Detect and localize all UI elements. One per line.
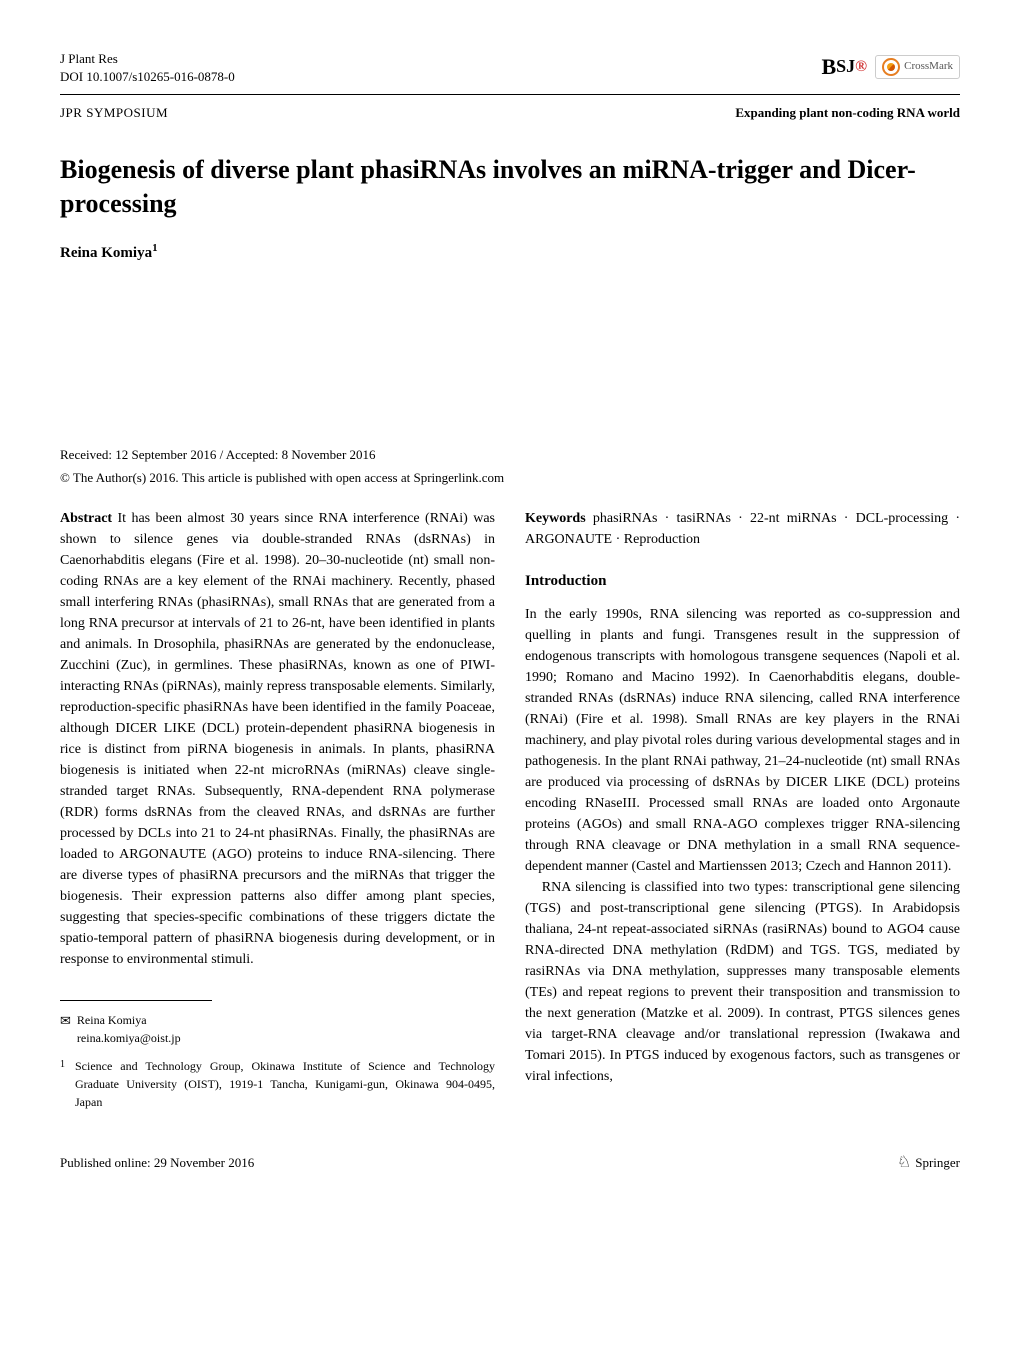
two-column-body: Abstract It has been almost 30 years sin… <box>60 508 960 1111</box>
header-divider <box>60 94 960 95</box>
header-row: J Plant Res DOI 10.1007/s10265-016-0878-… <box>60 50 960 86</box>
keywords-text: phasiRNAs · tasiRNAs · 22-nt miRNAs · DC… <box>525 511 960 547</box>
correspondence-name: Reina Komiya <box>77 1011 181 1029</box>
author: Reina Komiya1 <box>60 240 960 265</box>
keywords: Keywords phasiRNAs · tasiRNAs · 22-nt mi… <box>525 508 960 550</box>
dates: Received: 12 September 2016 / Accepted: … <box>60 445 960 465</box>
bsj-r: ® <box>855 55 867 79</box>
author-name: Reina Komiya <box>60 245 152 261</box>
category-right: Expanding plant non-coding RNA world <box>735 103 960 123</box>
keywords-label: Keywords <box>525 511 586 526</box>
bsj-sj: SJ <box>836 53 855 80</box>
crossmark-label: CrossMark <box>904 58 953 75</box>
left-column: Abstract It has been almost 30 years sin… <box>60 508 495 1111</box>
abstract-paragraph: Abstract It has been almost 30 years sin… <box>60 508 495 970</box>
correspondence-email: reina.komiya@oist.jp <box>77 1029 181 1047</box>
springer-icon: ♘ <box>897 1151 911 1175</box>
copyright: © The Author(s) 2016. This article is pu… <box>60 468 960 488</box>
introduction-p1: In the early 1990s, RNA silencing was re… <box>525 604 960 877</box>
footer-row: Published online: 29 November 2016 ♘ Spr… <box>60 1151 960 1175</box>
springer-logo: ♘ Springer <box>897 1151 960 1175</box>
journal-info: J Plant Res DOI 10.1007/s10265-016-0878-… <box>60 50 235 86</box>
correspondence-block: Reina Komiya reina.komiya@oist.jp <box>77 1011 181 1047</box>
author-sup: 1 <box>152 242 158 254</box>
crossmark-badge[interactable]: CrossMark <box>875 55 960 79</box>
right-column: Keywords phasiRNAs · tasiRNAs · 22-nt mi… <box>525 508 960 1111</box>
journal-name: J Plant Res <box>60 50 235 68</box>
category-left: JPR SYMPOSIUM <box>60 103 168 123</box>
publisher-name: Springer <box>915 1153 960 1173</box>
bsj-badge: BSJ® <box>821 50 867 83</box>
published-online: Published online: 29 November 2016 <box>60 1153 254 1173</box>
bsj-b: B <box>821 50 836 83</box>
abstract-label: Abstract <box>60 511 112 526</box>
affiliation-num: 1 <box>60 1057 65 1111</box>
affiliation: 1 Science and Technology Group, Okinawa … <box>60 1057 495 1111</box>
envelope-icon: ✉ <box>60 1011 71 1047</box>
footnote-divider <box>60 1000 212 1001</box>
abstract-text: It has been almost 30 years since RNA in… <box>60 511 495 967</box>
crossmark-icon <box>882 58 900 76</box>
affiliation-text: Science and Technology Group, Okinawa In… <box>75 1057 495 1111</box>
introduction-heading: Introduction <box>525 570 960 593</box>
paper-title: Biogenesis of diverse plant phasiRNAs in… <box>60 153 960 221</box>
badges: BSJ® CrossMark <box>821 50 960 83</box>
introduction-p2: RNA silencing is classified into two typ… <box>525 877 960 1087</box>
correspondence: ✉ Reina Komiya reina.komiya@oist.jp <box>60 1011 495 1047</box>
doi: DOI 10.1007/s10265-016-0878-0 <box>60 68 235 86</box>
category-row: JPR SYMPOSIUM Expanding plant non-coding… <box>60 103 960 123</box>
